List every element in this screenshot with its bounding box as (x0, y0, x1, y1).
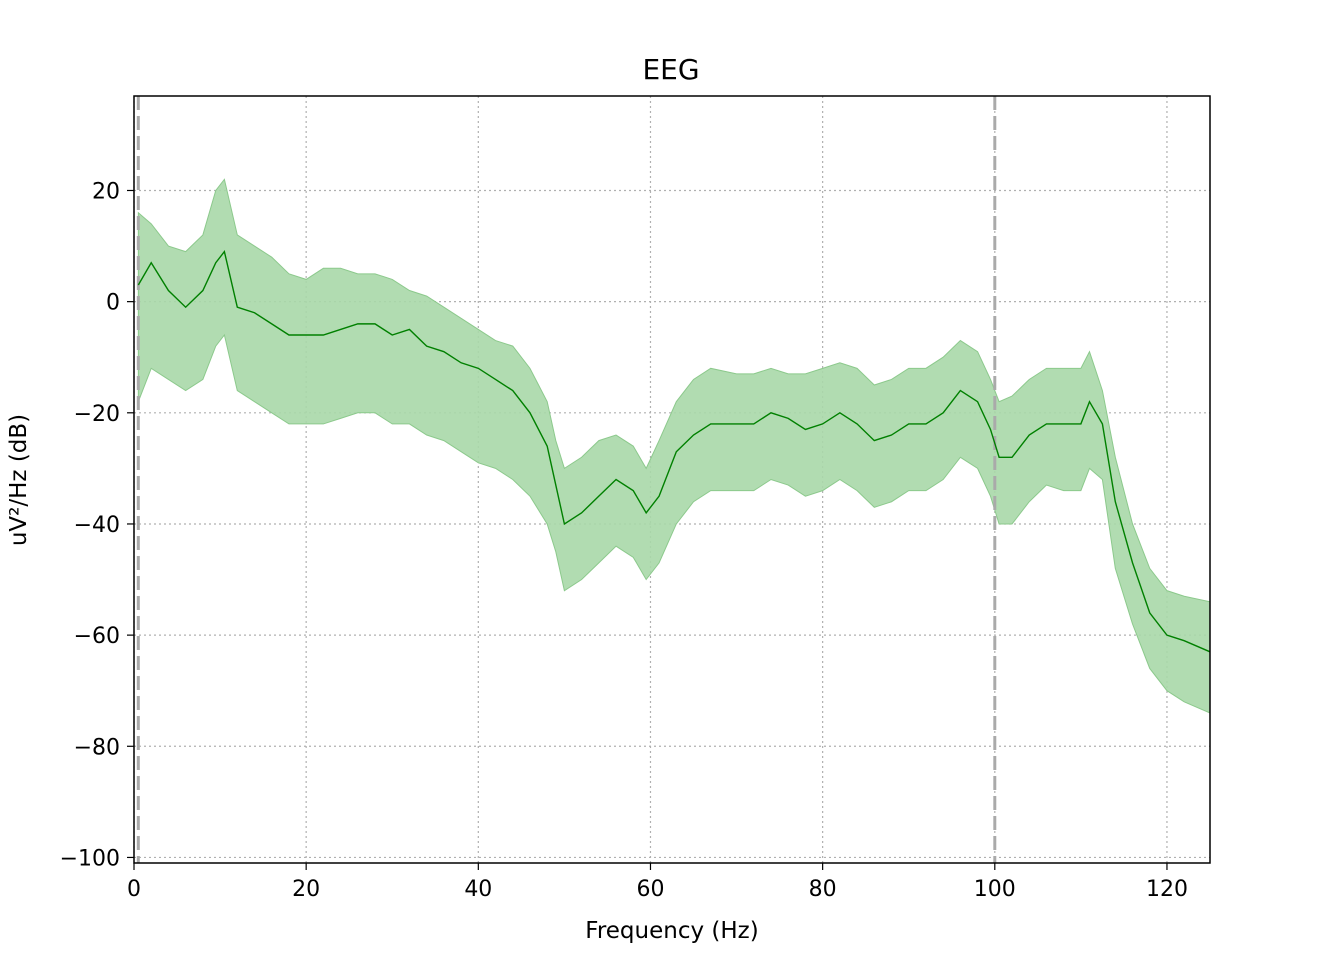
y-tick-label: 20 (92, 179, 120, 204)
x-tick-label: 120 (1146, 877, 1188, 902)
mean-psd-line (137, 250, 1211, 653)
plot-frame (133, 95, 1211, 864)
x-tick-label: 20 (292, 877, 320, 902)
y-tick-label: 0 (106, 291, 120, 316)
y-tick-label: −60 (74, 624, 120, 649)
x-axis-label: Frequency (Hz) (585, 918, 758, 944)
y-tick-label: −20 (74, 402, 120, 427)
x-tick-label: 80 (809, 877, 837, 902)
x-tick-label: 0 (127, 877, 141, 902)
y-axis-ticks: 20 0 −20 −40 −60 −80 −100 (60, 179, 134, 871)
y-tick-label: −100 (60, 846, 120, 871)
x-tick-label: 40 (464, 877, 492, 902)
x-tick-label: 60 (636, 877, 664, 902)
x-tick-label: 100 (974, 877, 1016, 902)
x-axis-ticks: 0 20 40 60 80 100 120 (127, 863, 1188, 902)
bad-frequency-markers (136, 96, 997, 863)
y-axis-label: uV²/Hz (dB) (6, 414, 32, 546)
mean-psd-series (137, 250, 1211, 653)
y-tick-label: −80 (74, 735, 120, 760)
y-tick-label: −40 (74, 513, 120, 538)
chart-title: EEG (642, 53, 699, 86)
